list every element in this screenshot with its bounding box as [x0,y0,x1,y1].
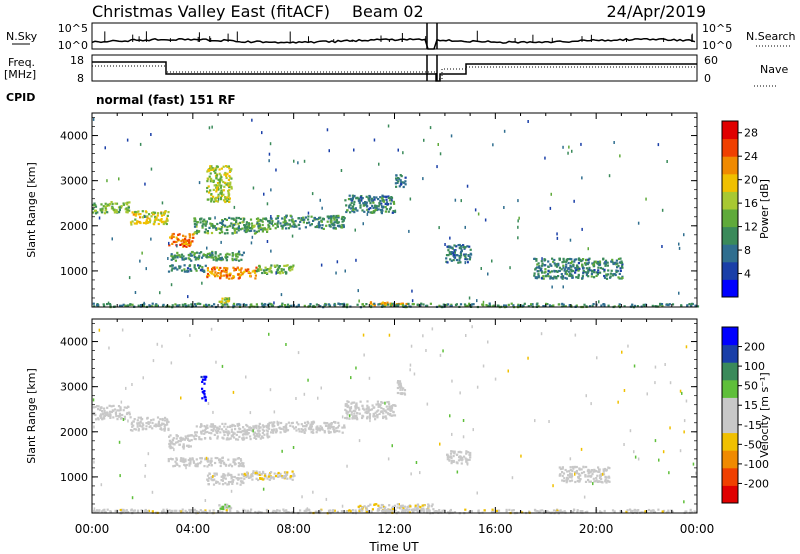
echo-region [206,472,246,486]
figure-title: Christmas Valley East (fitACF) [92,2,330,21]
power-colorbar: 4 8 12 16 20 24 28 Power [dB] [721,120,771,298]
sparse-echoes [92,325,697,511]
colorbar-tick-label: 16 [744,197,758,210]
y-tick-label: 3000 [60,381,88,394]
nsky-trace [91,37,696,50]
echo-region [558,465,611,484]
date-label: 24/Apr/2019 [606,2,706,21]
nsearch-label: N.Search [746,30,796,43]
velocity-colorbar: 200 100 50 15 -15 -50 -100 -200 Velocity [m s⁻¹] [721,326,771,504]
colorbar-tick-label: 15 [744,399,758,412]
echo-region [167,456,245,468]
echo-region [129,210,170,226]
x-tick-label: 08:00 [276,522,311,536]
echo-region [268,420,346,434]
echo-region [92,404,132,421]
freq-strip: Freq. [MHz] 18 8 60 0 Nave [4,54,788,87]
y-tick-label: 1000 [60,265,88,278]
echo-region [218,503,233,511]
echo-region [129,416,170,432]
velocity-panel: 1000 2000 3000 4000 Slant Range [km] 200 100 50… [25,318,771,515]
noise-tick-high-left: 10^5 [58,22,88,35]
colorbar-tick-label: 8 [744,244,751,257]
echo-region [170,250,245,262]
y-tick-label: 2000 [60,426,88,439]
colorbar-label: Velocity [m s⁻¹] [758,372,771,457]
colorbar-tick-label: 50 [744,380,758,393]
echo-region [206,266,258,280]
echo-region [268,214,346,230]
colorbar-tick-label: -50 [744,438,762,451]
x-tick-label: 00:00 [680,522,715,536]
echo-region [445,243,473,264]
noise-tick-low-left: 10^0 [58,39,88,52]
echo-region [344,400,397,421]
freq-tick-low: 8 [77,72,84,85]
echo-region [243,470,296,482]
cpid-text: normal (fast) 151 RF [96,93,236,107]
echo-region [200,375,208,402]
noise-tick-low-right: 10^0 [702,39,732,52]
freq-label: Freq. [8,56,35,69]
colorbar-tick-label: 100 [744,360,765,373]
x-tick-label: 04:00 [176,522,211,536]
echo-region [218,297,231,305]
colorbar-tick-label: 4 [744,268,751,281]
y-tick-label: 4000 [60,336,88,349]
echo-region [167,264,207,273]
nave-label: Nave [760,63,788,76]
noise-strip: N.Sky 10^5 10^0 10^5 10^0 N.Search [6,22,796,52]
power-panel: 1000 2000 3000 4000 Slant Range [km] 4 8 12 16 20… [25,112,771,309]
echo-region [394,174,407,189]
nsky-label: N.Sky [6,30,38,43]
y-tick-label: 3000 [60,175,88,188]
colorbar-tick-label: 24 [744,150,758,163]
freq-tick-high: 18 [70,54,84,67]
colorbar-tick-label: -15 [744,419,762,432]
nave-trace [92,65,697,80]
nave-tick-low: 0 [704,72,711,85]
y-tick-label: 4000 [60,130,88,143]
x-axis-label: Time UT [368,540,419,554]
freq-unit: [MHz] [4,68,36,81]
colorbar-tick-label: 200 [744,341,765,354]
colorbar-tick-label: -200 [744,477,769,490]
nave-tick-high: 60 [704,54,718,67]
echo-region [344,194,397,215]
x-tick-label: 00:00 [75,522,110,536]
echo-region [168,434,194,450]
colorbar-tick-label: 20 [744,174,758,187]
echo-region [206,165,233,204]
echo-region [168,232,195,248]
colorbar-tick-label: 28 [744,127,758,140]
echo-region [255,264,295,275]
x-tick-label: 12:00 [377,522,412,536]
cpid-label: CPID [6,91,35,104]
echo-region [396,380,407,396]
noise-tick-high-right: 10^5 [702,22,732,35]
y-tick-label: 2000 [60,220,88,233]
echo-region [92,201,131,215]
y-axis-label: Slant Range [km] [25,368,38,464]
colorbar-label: Power [dB] [758,179,771,239]
echo-region [192,422,271,441]
y-tick-label: 1000 [60,471,88,484]
x-tick-label: 20:00 [579,522,614,536]
nsky-spikes [104,23,693,49]
colorbar-tick-label: -100 [744,458,769,471]
x-tick-label: 16:00 [478,522,513,536]
y-axis-label: Slant Range [km] [25,162,38,258]
echo-region [446,450,472,465]
sparse-echoes [92,117,685,305]
time-axis: 00:00 04:00 08:00 12:00 16:00 20:00 00:00 [75,522,715,536]
echo-region [193,216,271,235]
beam-label: Beam 02 [352,2,424,21]
colorbar-tick-label: 12 [744,221,758,234]
